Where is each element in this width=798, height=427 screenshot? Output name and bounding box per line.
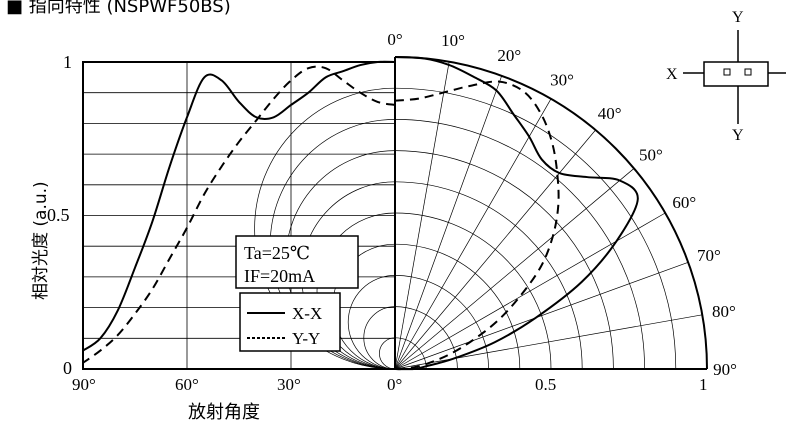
inset-label-x: X: [666, 66, 678, 83]
polar-grid-radial: [394, 61, 450, 370]
legend-x-x: X-X: [292, 304, 322, 323]
x-axis-label: 放射角度: [188, 402, 260, 423]
x-tick-90: 90°: [72, 375, 96, 394]
polar-grid-radial: [394, 261, 689, 370]
condition-ta: Ta=25℃: [244, 243, 310, 263]
legend-y-y: Y-Y: [292, 329, 320, 348]
polar-grid-arc: [394, 243, 521, 370]
polar-outer-arc: [394, 56, 708, 370]
condition-if: IF=20mA: [244, 266, 315, 286]
polar-angle-label-50: 50°: [639, 145, 663, 164]
polar-grid-arc: [394, 181, 583, 370]
polar-grid-arc: [394, 212, 552, 370]
cartesian-series: [82, 60, 396, 364]
polar-angle-label-40: 40°: [598, 104, 622, 123]
radial-tick-0-5: 0.5: [535, 375, 556, 394]
polar-angle-label-30: 30°: [550, 71, 574, 90]
legend: X-X Y-Y: [239, 292, 341, 352]
cartesian-series-y-y: [82, 65, 396, 364]
polar-series-y-y: [394, 80, 560, 371]
polar-grid-arc: [394, 119, 645, 370]
polar-grid-radial: [394, 314, 703, 370]
polar-grid-arc: [394, 87, 677, 370]
polar-angle-label-90: 90°: [713, 360, 737, 379]
inset-label-y-bottom: Y: [732, 127, 744, 144]
x-tick-30: 30°: [277, 375, 301, 394]
polar-angle-label-0: 0°: [387, 30, 402, 49]
chip-icon-right: [744, 68, 752, 76]
polar-angle-label-70: 70°: [697, 246, 721, 265]
polar-angle-label-60: 60°: [672, 193, 696, 212]
polar-grid-circle: [254, 87, 396, 370]
led-body-icon: [703, 61, 769, 87]
polar-series: [394, 56, 639, 371]
y-axis-label: 相対光度 (a.u.): [31, 181, 51, 300]
x-tick-0: 0°: [387, 375, 402, 394]
polar-grid-radial: [394, 212, 666, 370]
polar-grid-circle: [363, 306, 396, 370]
x-tick-60: 60°: [175, 375, 199, 394]
y-tick-1: 1: [63, 52, 72, 72]
polar-gridlines: [254, 56, 708, 370]
polar-grid-radial: [394, 168, 635, 370]
polar-angle-label-20: 20°: [497, 46, 521, 65]
polar-grid-arc: [394, 150, 614, 370]
conditions-box: Ta=25℃ IF=20mA: [235, 235, 359, 289]
polar-plot: 0° 10° 20° 30° 40° 50° 60° 70° 80° 90°: [254, 30, 737, 379]
polar-grid-circle: [347, 275, 396, 370]
y-tick-0-5: 0.5: [47, 205, 70, 225]
radial-tick-1: 1: [699, 375, 708, 394]
polar-angle-labels: 0° 10° 20° 30° 40° 50° 60° 70° 80° 90°: [387, 30, 737, 379]
polar-grid-radial: [394, 75, 503, 370]
polar-grid-circle: [379, 337, 396, 370]
y-tick-0: 0: [63, 358, 72, 378]
polar-grid-radial: [394, 129, 596, 370]
page-title: ■ 指向特性 (NSPWF50BS): [6, 0, 231, 17]
inset-label-y-top: Y: [732, 9, 744, 26]
orientation-inset: Y X Y: [666, 9, 786, 144]
polar-grid-radial: [394, 98, 552, 370]
polar-grid-circle: [316, 212, 396, 370]
cartesian-series-x-x: [82, 60, 396, 352]
chip-icon-left: [723, 68, 731, 76]
polar-angle-label-10: 10°: [441, 31, 465, 50]
polar-grid-arc: [394, 275, 489, 370]
polar-series-x-x: [394, 56, 639, 371]
polar-angle-label-80: 80°: [712, 302, 736, 321]
